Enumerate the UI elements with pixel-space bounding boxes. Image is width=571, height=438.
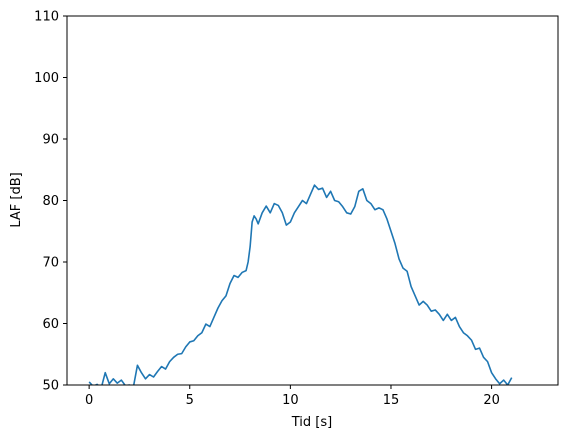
x-axis-ticks: 0 5 10 15 20 <box>85 385 500 408</box>
y-tick-label: 60 <box>42 317 59 332</box>
x-tick-label: 0 <box>85 393 93 408</box>
x-tick-label: 10 <box>282 393 299 408</box>
y-tick-label: 80 <box>42 194 59 209</box>
x-tick-label: 15 <box>383 393 400 408</box>
y-tick-label: 110 <box>34 10 59 25</box>
plot-area <box>88 184 513 385</box>
series-line-0 <box>88 184 513 385</box>
y-tick-label: 100 <box>34 71 59 86</box>
x-tick-label: 20 <box>483 393 500 408</box>
y-axis-label: LAF [dB] <box>9 172 24 227</box>
y-tick-label: 90 <box>42 133 59 148</box>
y-tick-label: 50 <box>42 379 59 394</box>
x-tick-label: 5 <box>186 393 194 408</box>
y-axis-ticks: 50 60 70 80 90 100 110 <box>34 10 67 394</box>
y-tick-label: 70 <box>42 256 59 271</box>
x-axis-label: Tid [s] <box>291 415 332 430</box>
